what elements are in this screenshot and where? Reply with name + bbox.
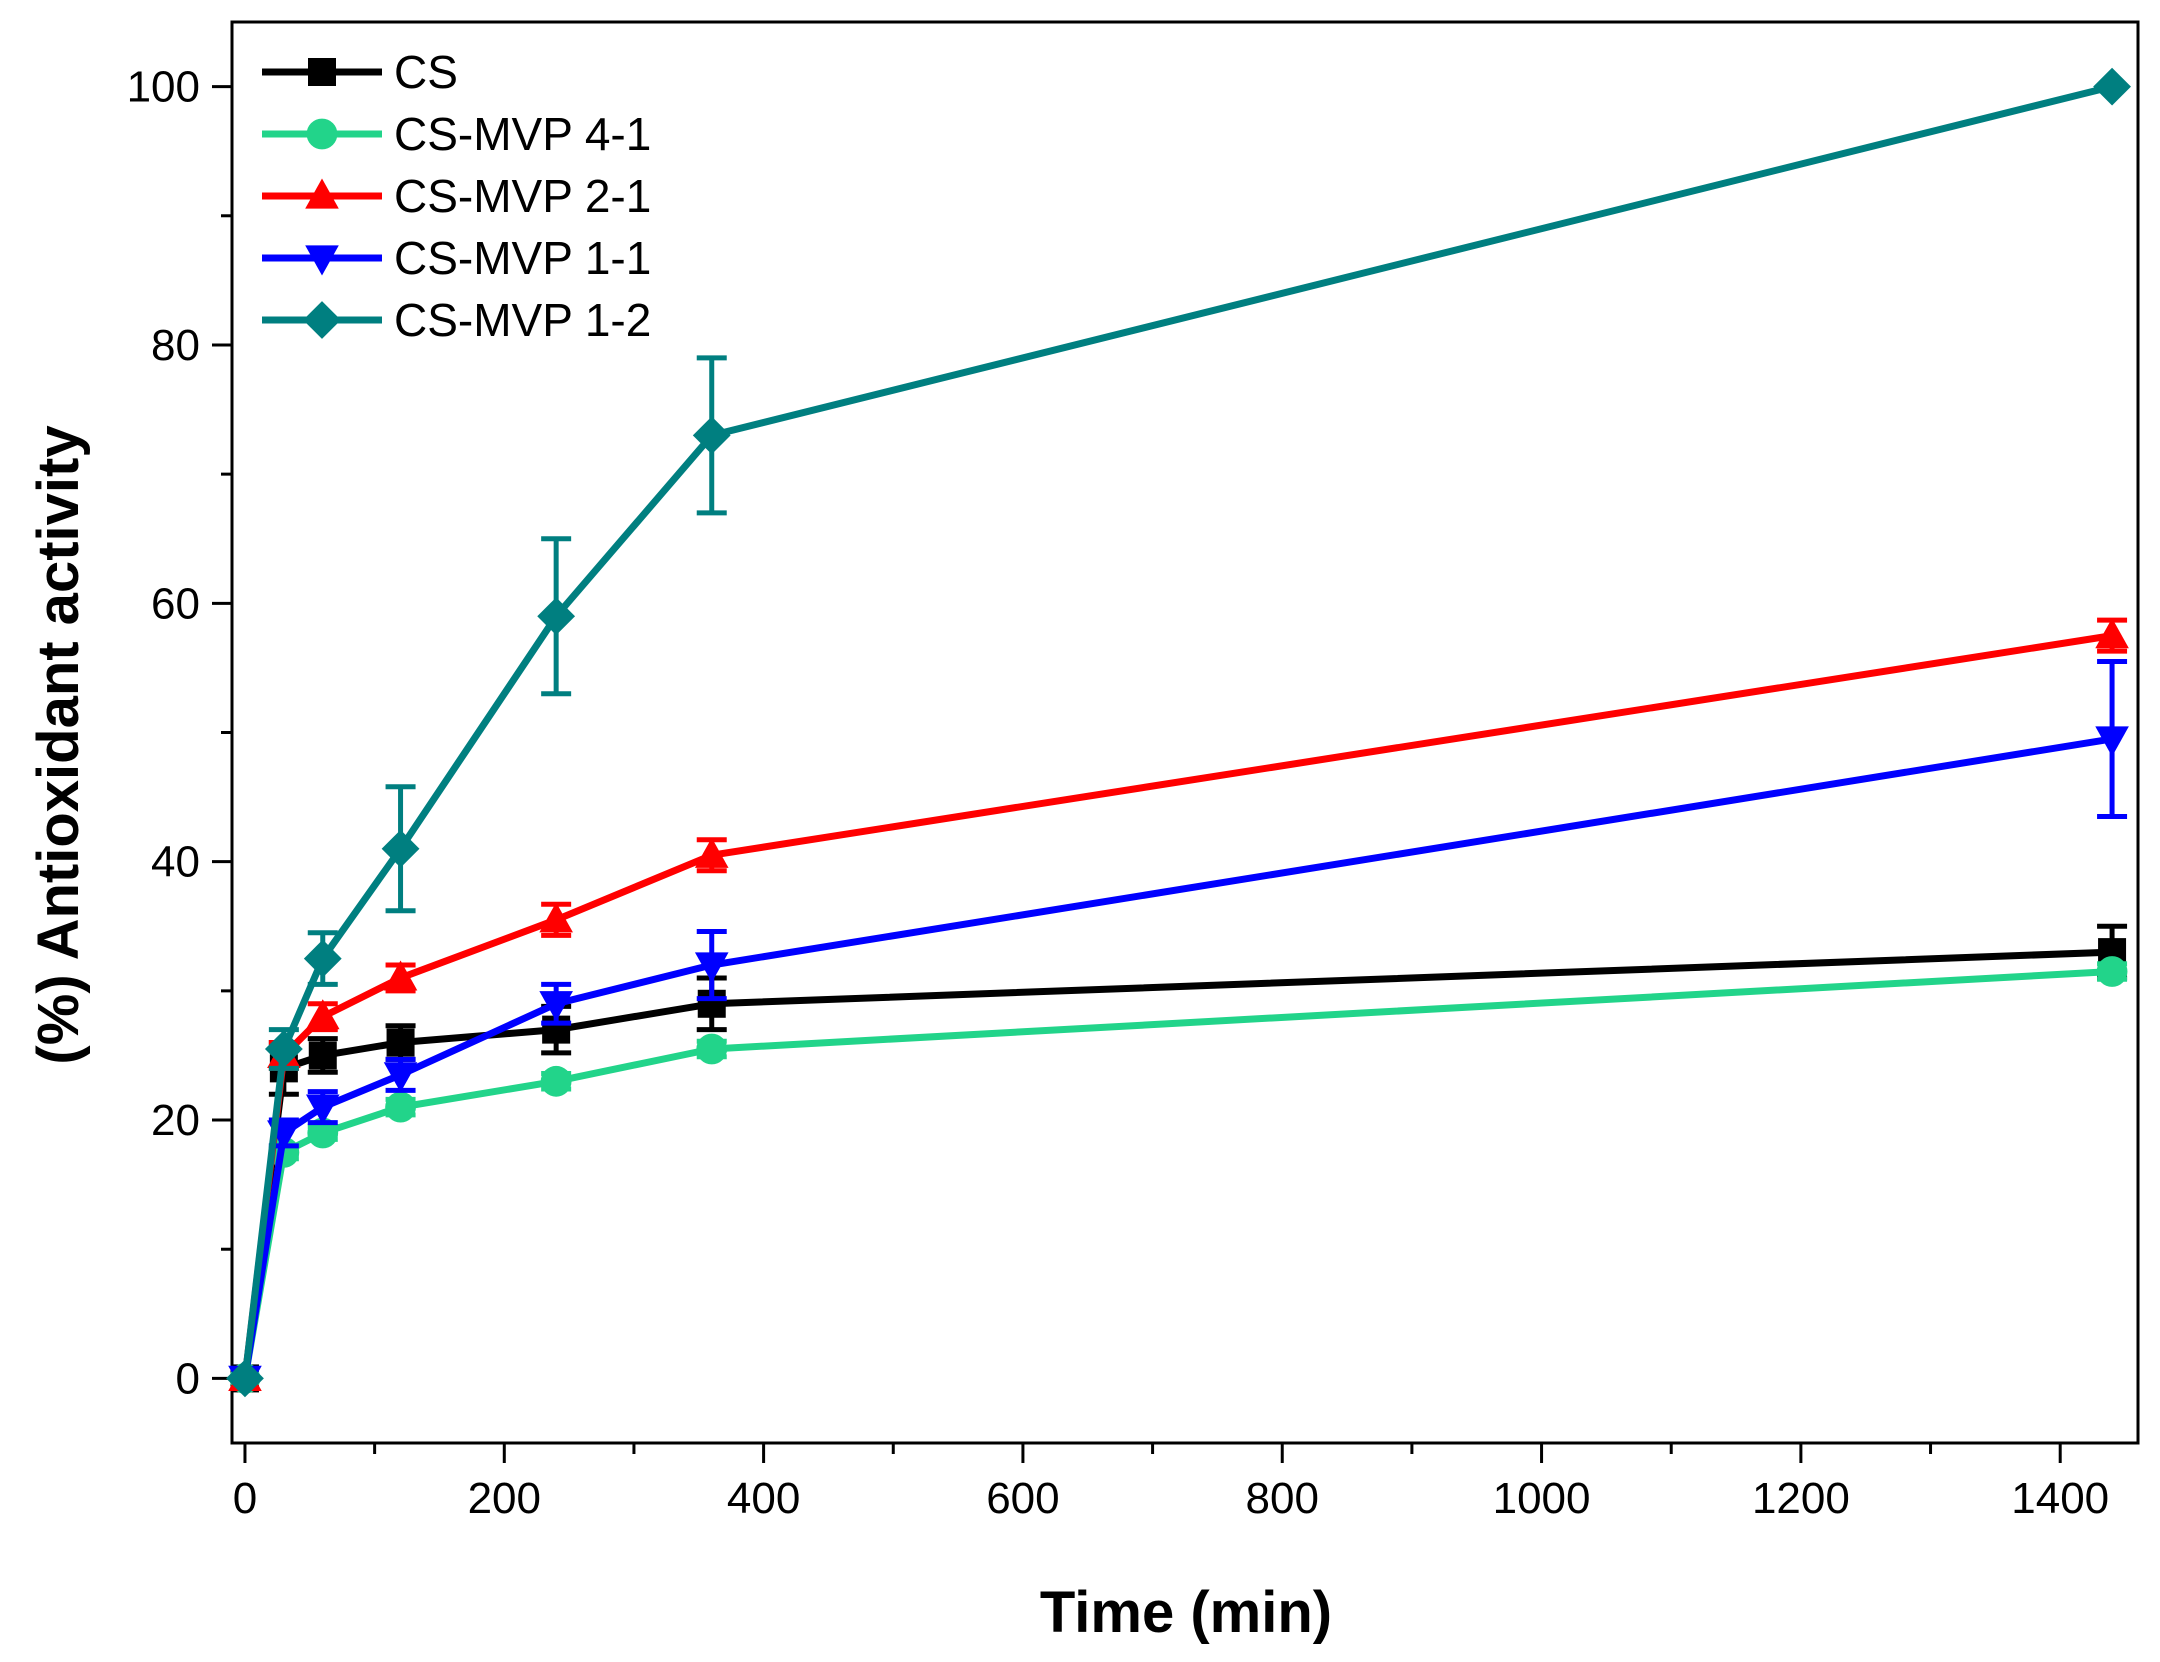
x-tick-label: 400	[727, 1474, 800, 1523]
legend-marker	[305, 245, 339, 276]
data-point	[537, 597, 576, 636]
data-point	[383, 1062, 418, 1093]
plot-area: 0 200 400 600 800 1000 1200 1400 0 20 40 60 80 100	[127, 20, 2140, 1523]
legend-label: CS-MVP 1-1	[394, 232, 651, 284]
data-point	[305, 1094, 340, 1125]
series-line	[241, 632, 2113, 1379]
data-point	[308, 1041, 337, 1070]
legend-label: CS-MVP 1-2	[394, 294, 651, 346]
y-tick-label: 100	[127, 63, 200, 112]
data-point	[303, 939, 342, 978]
data-point	[692, 416, 731, 455]
data-point	[694, 952, 729, 983]
legend-item: CS-MVP 1-1	[262, 232, 651, 284]
y-axis-title: (%) Antioxidant activity	[26, 425, 91, 1064]
legend-label: CS-MVP 4-1	[394, 108, 651, 160]
series-cs-mvp-1-1	[228, 658, 2129, 1396]
data-point	[307, 1117, 339, 1149]
legend-item: CS-MVP 2-1	[262, 170, 651, 222]
data-point	[386, 1028, 415, 1057]
data-point	[2095, 618, 2129, 649]
data-point	[696, 1033, 728, 1065]
x-tick-label: 600	[986, 1474, 1059, 1523]
x-axis-title: Time (min)	[1040, 1580, 1332, 1645]
data-point	[2095, 726, 2129, 757]
data-point	[383, 960, 418, 991]
x-tick-label: 200	[468, 1474, 541, 1523]
data-point	[226, 1359, 264, 1398]
legend-label: CS-MVP 2-1	[394, 170, 651, 222]
x-tick-label: 1400	[2011, 1474, 2109, 1523]
legend-marker	[306, 118, 338, 150]
x-tick-label: 1000	[1493, 1474, 1591, 1523]
x-tick-label: 800	[1246, 1474, 1319, 1523]
legend-item: CS	[262, 46, 458, 98]
data-point	[539, 991, 573, 1022]
data-point	[381, 829, 420, 868]
data-point	[2096, 956, 2128, 987]
series-cs	[230, 923, 2128, 1393]
series-cs-mvp-2-1	[228, 617, 2129, 1392]
legend-marker	[308, 58, 336, 86]
series-cs-mvp-1-2	[226, 67, 2131, 1398]
data-point	[385, 1091, 416, 1123]
series-line	[241, 735, 2113, 1379]
y-tick-label: 80	[151, 321, 200, 370]
y-tick-label: 60	[151, 579, 200, 628]
data-point	[305, 999, 340, 1030]
y-tick-label: 40	[151, 838, 200, 887]
data-point	[694, 837, 729, 868]
legend: CS CS-MVP 4-1 CS-MVP 2-1 CS-MVP 1-1 CS-MVP 1…	[262, 46, 651, 346]
x-tick-label: 0	[233, 1474, 257, 1523]
data-point	[2093, 67, 2131, 106]
legend-label: CS	[394, 46, 458, 98]
legend-item: CS-MVP 4-1	[262, 108, 651, 160]
legend-item: CS-MVP 1-2	[262, 294, 651, 346]
legend-marker	[303, 301, 341, 339]
y-tick-label: 0	[176, 1354, 200, 1403]
y-tick-label: 20	[151, 1096, 200, 1145]
legend-marker	[305, 178, 339, 209]
data-point	[539, 902, 573, 933]
data-point	[264, 1030, 303, 1068]
x-tick-label: 1200	[1752, 1474, 1850, 1523]
data-point	[540, 1065, 572, 1097]
